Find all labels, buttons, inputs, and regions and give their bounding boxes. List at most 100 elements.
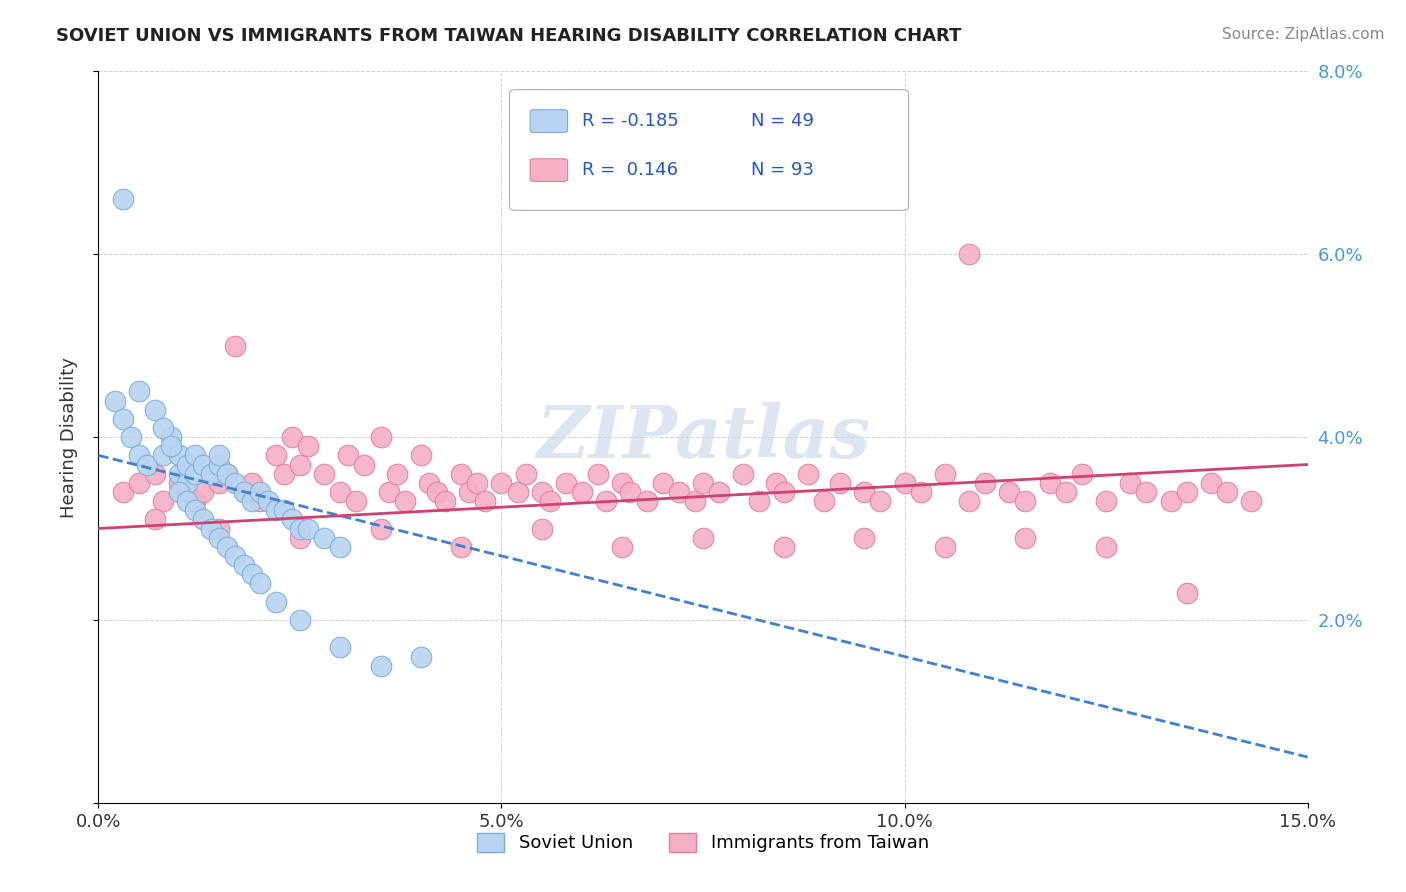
FancyBboxPatch shape [530, 110, 568, 132]
Point [193, 485, 215, 500]
Point [515, 467, 537, 481]
Point [273, 503, 295, 517]
Point [370, 430, 392, 444]
Point [288, 458, 311, 472]
Point [143, 402, 166, 417]
Point [240, 567, 263, 582]
Point [1135, 485, 1157, 500]
Point [103, 393, 125, 408]
Point [152, 449, 174, 463]
Point [167, 467, 190, 481]
FancyBboxPatch shape [530, 159, 568, 181]
Point [128, 384, 150, 399]
Point [612, 540, 634, 554]
Point [264, 503, 287, 517]
Point [1199, 475, 1222, 490]
Point [224, 475, 246, 490]
Point [152, 421, 174, 435]
Point [224, 549, 246, 563]
Point [249, 485, 271, 500]
Point [910, 485, 932, 500]
Point [458, 485, 481, 500]
Point [329, 640, 352, 655]
Point [692, 531, 714, 545]
Point [208, 449, 231, 463]
Point [184, 449, 207, 463]
Point [612, 475, 634, 490]
Point [797, 467, 820, 481]
Point [370, 658, 392, 673]
Point [208, 475, 231, 490]
Point [167, 475, 190, 490]
Point [329, 540, 352, 554]
Point [208, 531, 231, 545]
Point [692, 475, 714, 490]
Text: R =  0.146: R = 0.146 [582, 161, 678, 179]
Point [184, 467, 207, 481]
Point [288, 521, 311, 535]
Point [143, 512, 166, 526]
Text: N = 49: N = 49 [751, 112, 814, 130]
Point [135, 458, 157, 472]
Point [143, 467, 166, 481]
Point [240, 475, 263, 490]
Legend: Soviet Union, Immigrants from Taiwan: Soviet Union, Immigrants from Taiwan [470, 826, 936, 860]
Point [530, 521, 553, 535]
Point [167, 449, 190, 463]
Point [1014, 494, 1036, 508]
Point [200, 467, 222, 481]
Point [120, 430, 142, 444]
Point [869, 494, 891, 508]
Point [474, 494, 496, 508]
Point [683, 494, 706, 508]
Point [1039, 475, 1062, 490]
Point [217, 540, 239, 554]
Point [297, 439, 319, 453]
Point [491, 475, 513, 490]
Point [314, 531, 336, 545]
Point [176, 494, 198, 508]
Point [288, 613, 311, 627]
Point [281, 512, 304, 526]
Point [314, 467, 336, 481]
Point [297, 521, 319, 535]
Point [217, 467, 239, 481]
Point [465, 475, 488, 490]
Point [208, 521, 231, 535]
Point [1095, 540, 1118, 554]
Point [571, 485, 593, 500]
Point [853, 531, 876, 545]
Point [1175, 485, 1198, 500]
Point [668, 485, 690, 500]
Point [193, 458, 215, 472]
Point [733, 467, 755, 481]
Point [240, 494, 263, 508]
Point [273, 467, 295, 481]
Point [418, 475, 440, 490]
Point [853, 485, 876, 500]
Point [409, 649, 432, 664]
Point [249, 576, 271, 591]
Point [377, 485, 399, 500]
Point [1160, 494, 1182, 508]
Point [128, 475, 150, 490]
Point [506, 485, 529, 500]
Point [200, 521, 222, 535]
Point [370, 521, 392, 535]
Point [1014, 531, 1036, 545]
Point [813, 494, 835, 508]
Point [1070, 467, 1092, 481]
Point [957, 494, 980, 508]
Point [184, 503, 207, 517]
Point [224, 338, 246, 352]
Point [111, 193, 134, 207]
Point [934, 467, 956, 481]
Point [111, 412, 134, 426]
Text: ZIPatlas: ZIPatlas [536, 401, 870, 473]
Point [426, 485, 449, 500]
Point [176, 475, 198, 490]
Point [193, 512, 215, 526]
Point [208, 458, 231, 472]
Point [555, 475, 578, 490]
Point [337, 449, 360, 463]
